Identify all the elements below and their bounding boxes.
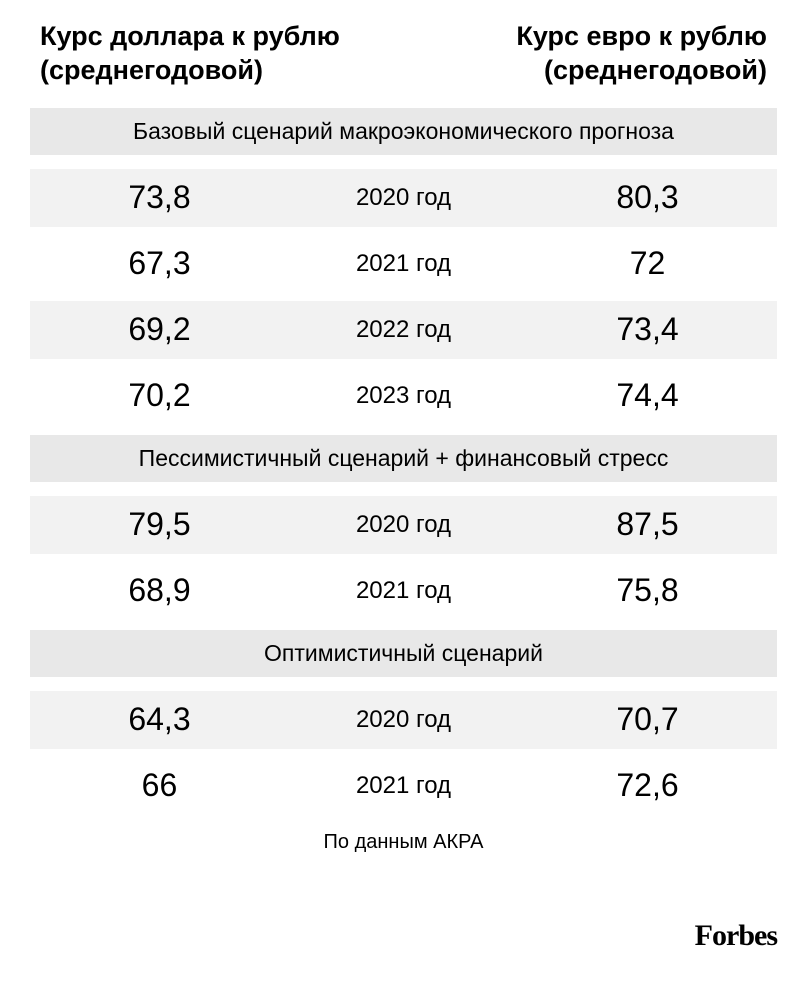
table-row: 64,3 2020 год 70,7: [30, 691, 777, 749]
cell-year: 2022 год: [289, 316, 518, 344]
table-row: 66 2021 год 72,6: [30, 757, 777, 815]
cell-eur: 70,7: [518, 701, 777, 738]
cell-eur: 74,4: [518, 377, 777, 414]
header-eur-line1: Курс евро к рублю: [516, 20, 767, 54]
cell-usd: 67,3: [30, 245, 289, 282]
table-row: 69,2 2022 год 73,4: [30, 301, 777, 359]
cell-usd: 66: [30, 767, 289, 804]
cell-eur: 87,5: [518, 506, 777, 543]
cell-year: 2023 год: [289, 382, 518, 410]
cell-year: 2020 год: [289, 184, 518, 212]
table-row: 79,5 2020 год 87,5: [30, 496, 777, 554]
scenario-pessimistic-title: Пессимистичный сценарий + финансовый стр…: [30, 435, 777, 482]
header-eur: Курс евро к рублю (среднегодовой): [516, 20, 777, 88]
header-usd-line1: Курс доллара к рублю: [40, 20, 340, 54]
cell-year: 2021 год: [289, 250, 518, 278]
table-row: 67,3 2021 год 72: [30, 235, 777, 293]
cell-year: 2020 год: [289, 706, 518, 734]
cell-eur: 73,4: [518, 311, 777, 348]
header-usd: Курс доллара к рублю (среднегодовой): [30, 20, 340, 88]
cell-usd: 68,9: [30, 572, 289, 609]
cell-year: 2021 год: [289, 577, 518, 605]
table-row: 68,9 2021 год 75,8: [30, 562, 777, 620]
cell-year: 2021 год: [289, 772, 518, 800]
forbes-logo: Forbes: [695, 919, 777, 953]
header-usd-line2: (среднегодовой): [40, 54, 340, 88]
table-row: 70,2 2023 год 74,4: [30, 367, 777, 425]
scenario-optimistic-title: Оптимистичный сценарий: [30, 630, 777, 677]
table-header: Курс доллара к рублю (среднегодовой) Кур…: [30, 20, 777, 88]
scenario-optimistic: Оптимистичный сценарий 64,3 2020 год 70,…: [30, 630, 777, 815]
cell-year: 2020 год: [289, 511, 518, 539]
scenario-base: Базовый сценарий макроэкономического про…: [30, 108, 777, 425]
footer-source: По данным АКРА: [30, 831, 777, 854]
cell-usd: 79,5: [30, 506, 289, 543]
scenario-base-title: Базовый сценарий макроэкономического про…: [30, 108, 777, 155]
cell-eur: 72: [518, 245, 777, 282]
cell-usd: 64,3: [30, 701, 289, 738]
cell-eur: 75,8: [518, 572, 777, 609]
cell-eur: 72,6: [518, 767, 777, 804]
cell-usd: 70,2: [30, 377, 289, 414]
cell-usd: 73,8: [30, 179, 289, 216]
table-row: 73,8 2020 год 80,3: [30, 169, 777, 227]
cell-usd: 69,2: [30, 311, 289, 348]
cell-eur: 80,3: [518, 179, 777, 216]
header-eur-line2: (среднегодовой): [516, 54, 767, 88]
scenario-pessimistic: Пессимистичный сценарий + финансовый стр…: [30, 435, 777, 620]
